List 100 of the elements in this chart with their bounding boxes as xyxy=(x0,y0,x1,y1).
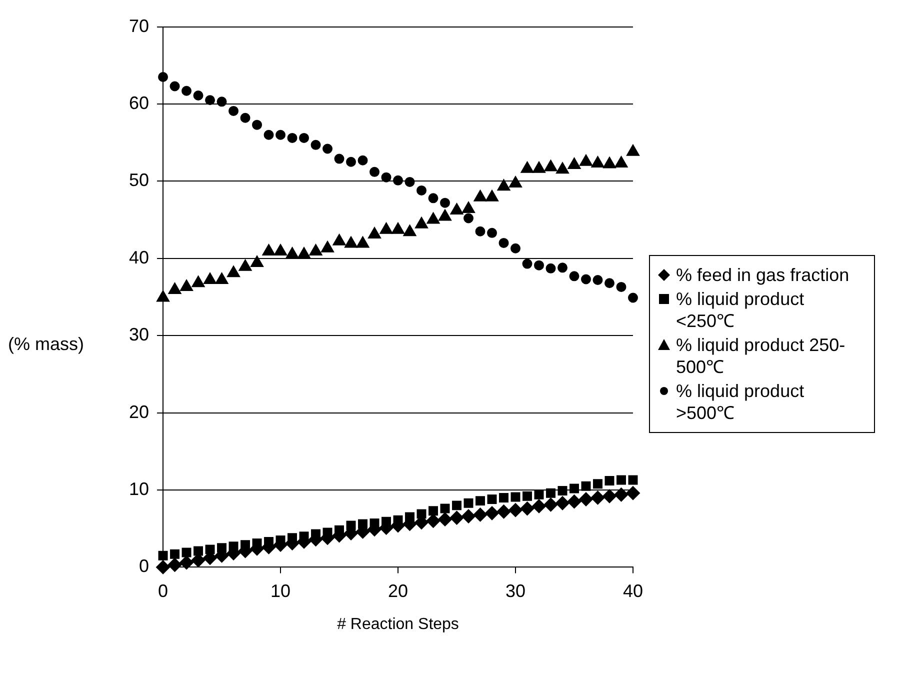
point xyxy=(170,549,180,559)
point xyxy=(168,282,182,294)
point xyxy=(203,272,217,284)
legend-label: % liquid product <250℃ xyxy=(676,288,806,332)
point xyxy=(578,492,593,506)
point xyxy=(450,203,464,215)
point xyxy=(616,282,626,292)
point xyxy=(194,546,204,556)
point xyxy=(579,154,593,166)
point xyxy=(158,72,168,82)
point xyxy=(464,213,474,224)
point xyxy=(534,490,544,500)
point xyxy=(440,198,450,208)
point xyxy=(498,238,509,248)
point xyxy=(426,212,440,224)
point xyxy=(546,488,556,498)
point xyxy=(182,548,192,558)
point xyxy=(522,491,532,501)
point xyxy=(485,190,499,202)
point xyxy=(593,479,602,489)
point xyxy=(205,95,216,106)
point xyxy=(428,506,438,516)
point xyxy=(475,226,486,236)
point xyxy=(570,484,579,494)
x-tick-label: 20 xyxy=(388,580,408,601)
point xyxy=(215,272,228,284)
point xyxy=(428,193,438,204)
point xyxy=(252,120,262,130)
point xyxy=(440,504,450,514)
legend-label: % liquid product >500℃ xyxy=(676,380,806,424)
point xyxy=(180,279,194,291)
point xyxy=(522,258,532,269)
point xyxy=(602,489,616,504)
point xyxy=(370,166,380,177)
point xyxy=(344,236,358,248)
y-axis-title: (% mass) xyxy=(8,334,84,355)
point xyxy=(626,486,640,500)
point xyxy=(532,499,546,514)
point xyxy=(508,503,522,518)
point xyxy=(403,224,416,236)
point xyxy=(567,494,582,509)
point xyxy=(544,160,558,172)
point xyxy=(168,558,182,572)
x-tick-label: 0 xyxy=(158,580,168,601)
point xyxy=(156,290,170,302)
point xyxy=(614,156,628,168)
y-tick-label: 40 xyxy=(128,247,150,268)
point xyxy=(602,156,616,168)
point xyxy=(580,274,591,284)
point xyxy=(264,130,274,140)
point xyxy=(158,550,168,560)
point xyxy=(286,247,299,259)
point xyxy=(322,144,333,154)
point xyxy=(310,140,321,150)
point xyxy=(414,216,428,228)
point xyxy=(581,481,591,491)
point xyxy=(452,500,462,510)
x-axis-title: # Reaction Steps xyxy=(337,616,459,633)
point xyxy=(346,156,356,167)
point xyxy=(462,509,476,524)
point xyxy=(497,179,510,191)
point xyxy=(568,157,581,169)
point xyxy=(262,244,276,256)
legend-label: % feed in gas fraction xyxy=(676,264,850,286)
point xyxy=(520,161,534,173)
point xyxy=(520,502,534,516)
point xyxy=(287,132,298,143)
point xyxy=(499,492,508,502)
point xyxy=(450,510,464,525)
y-tick-label: 60 xyxy=(128,92,150,113)
point xyxy=(438,209,452,221)
point xyxy=(485,506,499,520)
point xyxy=(569,271,580,282)
point xyxy=(604,476,614,486)
point xyxy=(592,275,603,286)
point xyxy=(510,492,520,502)
point xyxy=(556,162,570,174)
point xyxy=(216,96,227,107)
point xyxy=(404,176,415,187)
point xyxy=(250,256,264,268)
y-tick-label: 0 xyxy=(139,556,150,576)
point xyxy=(320,240,334,252)
point xyxy=(628,475,638,485)
point xyxy=(170,81,180,92)
point xyxy=(464,498,474,508)
point xyxy=(238,259,252,271)
point xyxy=(591,156,604,168)
point xyxy=(557,262,568,273)
point xyxy=(299,132,310,143)
point xyxy=(614,488,628,502)
point xyxy=(534,260,544,270)
point xyxy=(391,222,405,234)
point xyxy=(276,130,286,140)
x-tick-label: 10 xyxy=(270,580,291,601)
y-tick-label: 10 xyxy=(128,478,150,499)
y-tick-label: 70 xyxy=(128,16,150,36)
point xyxy=(626,144,640,156)
point xyxy=(438,512,452,526)
point xyxy=(510,243,520,254)
x-tick-label: 30 xyxy=(505,580,526,601)
